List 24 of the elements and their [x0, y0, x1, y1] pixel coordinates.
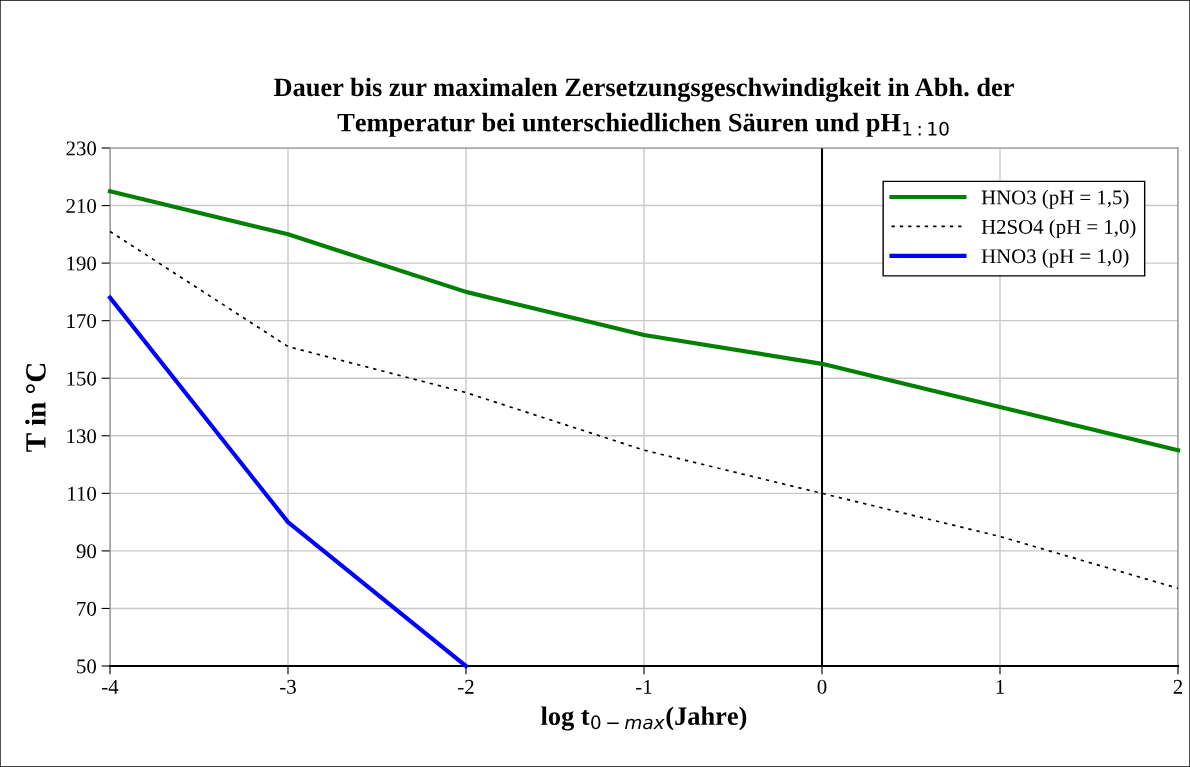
x-tick-label: 1: [996, 679, 1004, 694]
legend-label: HNO3 (pH = 1,5): [981, 189, 1129, 209]
y-tick-label: 230: [66, 141, 97, 156]
x-axis-title: log t$_{0−max}$(Jahre): [541, 706, 747, 731]
legend-label: HNO3 (pH = 1,0): [981, 248, 1129, 268]
legend-label: H2SO4 (pH = 1,0): [981, 219, 1136, 239]
y-axis-title: T in °C: [25, 363, 46, 452]
x-tick-label: 2: [1173, 679, 1183, 694]
y-tick-label: 210: [66, 198, 97, 213]
y-tick-label: 170: [67, 314, 97, 329]
x-tick-label: -3: [280, 679, 296, 694]
chart-title: Dauer bis zur maximalen Zersetzungsgeschwindigkeit in Abh. der Temperatur bei unterschiedlichen Säuren und pH$_{1:10}$: [274, 77, 1014, 137]
y-tick-label: 150: [67, 371, 97, 386]
y-tick-label: 190: [67, 256, 97, 271]
y-tick-label: 70: [77, 601, 97, 616]
x-tick-label: 0: [817, 679, 827, 694]
x-tick-label: -2: [458, 679, 474, 694]
x-tick-label: -4: [102, 679, 119, 694]
y-tick-label: 130: [67, 429, 97, 444]
x-tick-label: -1: [636, 679, 652, 694]
y-tick-label: 90: [76, 544, 97, 559]
y-tick-label: 50: [77, 659, 97, 674]
y-tick-label: 110: [68, 486, 97, 501]
line-series: [107, 189, 1181, 453]
